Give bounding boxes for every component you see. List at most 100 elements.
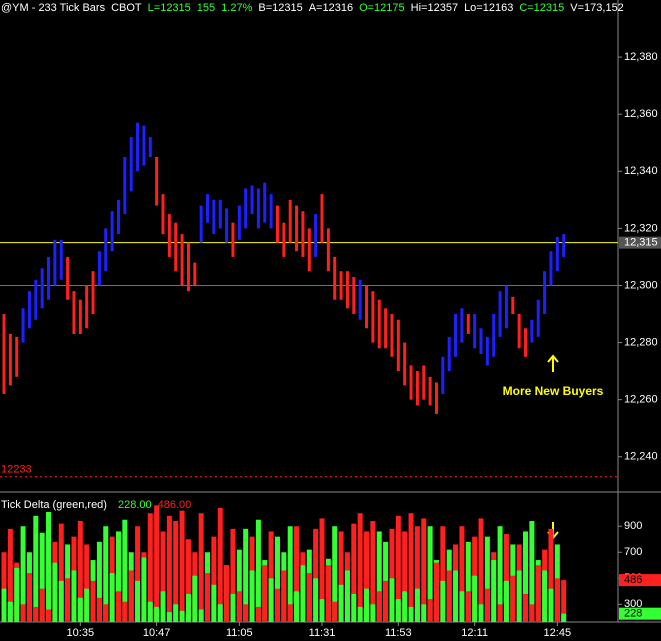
price-bar: [212, 199, 216, 235]
dashed-line-label: 12233: [1, 464, 32, 476]
price-bar: [167, 214, 171, 257]
delta-bar: [414, 526, 420, 622]
x-tick-label: 11:31: [309, 627, 336, 639]
price-bar: [485, 336, 489, 366]
delta-bar: [281, 570, 287, 622]
delta-bar: [179, 610, 185, 622]
delta-bar: [154, 606, 160, 622]
delta-bar: [262, 565, 268, 622]
delta-bar: [77, 521, 83, 622]
delta-bar: [503, 534, 509, 622]
y-tick-label: 12,280: [624, 336, 658, 348]
y-tick-label: 900: [624, 520, 642, 532]
delta-bar: [1, 588, 7, 622]
y-tick-label: 12,340: [624, 165, 658, 177]
delta-bar: [370, 521, 376, 622]
delta-bar: [459, 526, 465, 622]
delta-bar: [503, 580, 509, 622]
delta-bar: [440, 526, 446, 622]
price-bar: [415, 371, 419, 406]
delta-bar: [141, 557, 147, 622]
y-tick-label: 12,360: [624, 108, 658, 120]
delta-bar: [548, 588, 554, 622]
delta-bar: [217, 508, 223, 622]
delta-bar: [84, 544, 90, 622]
delta-bar: [402, 591, 408, 622]
price-bar: [142, 125, 146, 166]
delta-bar: [128, 570, 134, 622]
price-bar: [352, 276, 356, 315]
delta-bar: [395, 515, 401, 622]
price-bar: [40, 268, 44, 309]
price-bar: [78, 299, 82, 334]
delta-bar: [497, 526, 503, 622]
delta-bar: [20, 526, 26, 622]
price-bar: [123, 157, 127, 215]
delta-bar: [332, 526, 338, 622]
price-bar: [269, 194, 273, 229]
x-tick-label: 10:47: [143, 627, 171, 639]
delta-bar: [332, 601, 338, 622]
price-bar: [34, 279, 38, 320]
delta-bar: [548, 528, 554, 622]
delta-bar: [230, 528, 236, 622]
delta-bar: [230, 593, 236, 622]
delta-bar: [294, 526, 300, 622]
delta-bar: [408, 513, 414, 622]
delta-bar: [46, 511, 52, 622]
delta-bar: [211, 584, 217, 622]
delta-bar: [300, 565, 306, 622]
header-item: Lo=12163: [464, 2, 513, 14]
delta-bar: [135, 526, 141, 622]
price-bar: [116, 199, 120, 235]
header-item: 1.27%: [221, 2, 252, 14]
delta-bar: [554, 578, 560, 622]
delta-bar: [249, 570, 255, 622]
y-tick-label: 12,380: [624, 51, 658, 63]
price-bar: [161, 194, 165, 235]
price-bar: [301, 211, 305, 257]
delta-bar: [185, 593, 191, 622]
delta-bar: [236, 549, 242, 622]
delta-bar: [484, 536, 490, 622]
price-bar: [180, 234, 184, 286]
delta-bar: [313, 578, 319, 622]
delta-bar: [478, 604, 484, 622]
delta-bar: [39, 588, 45, 622]
delta-bar: [160, 591, 166, 622]
delta-bar: [389, 578, 395, 622]
price-bar: [466, 314, 470, 334]
price-bar: [199, 205, 203, 243]
price-bar: [27, 291, 31, 329]
delta-bar: [344, 570, 350, 622]
delta-bar: [376, 591, 382, 622]
delta-bar: [14, 567, 20, 622]
price-bar: [536, 299, 540, 337]
last-value-label: 228: [624, 608, 642, 620]
red-last: 486.00: [158, 499, 192, 511]
header-item: O=12175: [359, 2, 405, 14]
delta-bar: [33, 606, 39, 622]
price-bar: [174, 222, 178, 272]
header-item: Hi=12357: [411, 2, 458, 14]
delta-bar: [325, 565, 331, 622]
delta-bar: [306, 573, 312, 622]
price-bar: [517, 314, 521, 349]
delta-bar: [402, 531, 408, 622]
delta-bar: [364, 588, 370, 622]
price-bar: [339, 271, 343, 300]
delta-bar: [529, 521, 535, 622]
price-bar: [148, 137, 152, 158]
delta-bar: [243, 604, 249, 622]
delta-bar: [7, 601, 13, 622]
price-bar: [244, 188, 248, 229]
y-tick-label: 12,260: [624, 394, 658, 406]
delta-bar: [147, 601, 153, 622]
delta-bar: [421, 518, 427, 622]
delta-bar: [433, 562, 439, 622]
price-bar: [473, 314, 477, 349]
delta-bar: [294, 591, 300, 622]
price-bar: [543, 271, 547, 315]
price-bar: [555, 236, 559, 272]
